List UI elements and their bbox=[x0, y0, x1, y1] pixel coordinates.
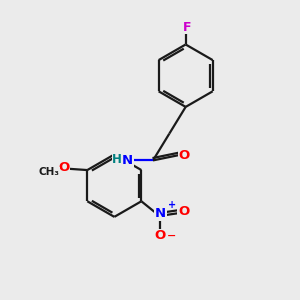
Text: O: O bbox=[179, 148, 190, 162]
Text: −: − bbox=[167, 231, 176, 241]
Text: H: H bbox=[112, 153, 122, 166]
Text: F: F bbox=[183, 21, 191, 34]
Text: O: O bbox=[58, 161, 69, 175]
Text: N: N bbox=[122, 154, 133, 167]
Text: O: O bbox=[155, 229, 166, 242]
Text: O: O bbox=[178, 205, 189, 218]
Text: CH₃: CH₃ bbox=[38, 167, 59, 177]
Text: +: + bbox=[168, 200, 176, 210]
Text: N: N bbox=[155, 207, 166, 220]
